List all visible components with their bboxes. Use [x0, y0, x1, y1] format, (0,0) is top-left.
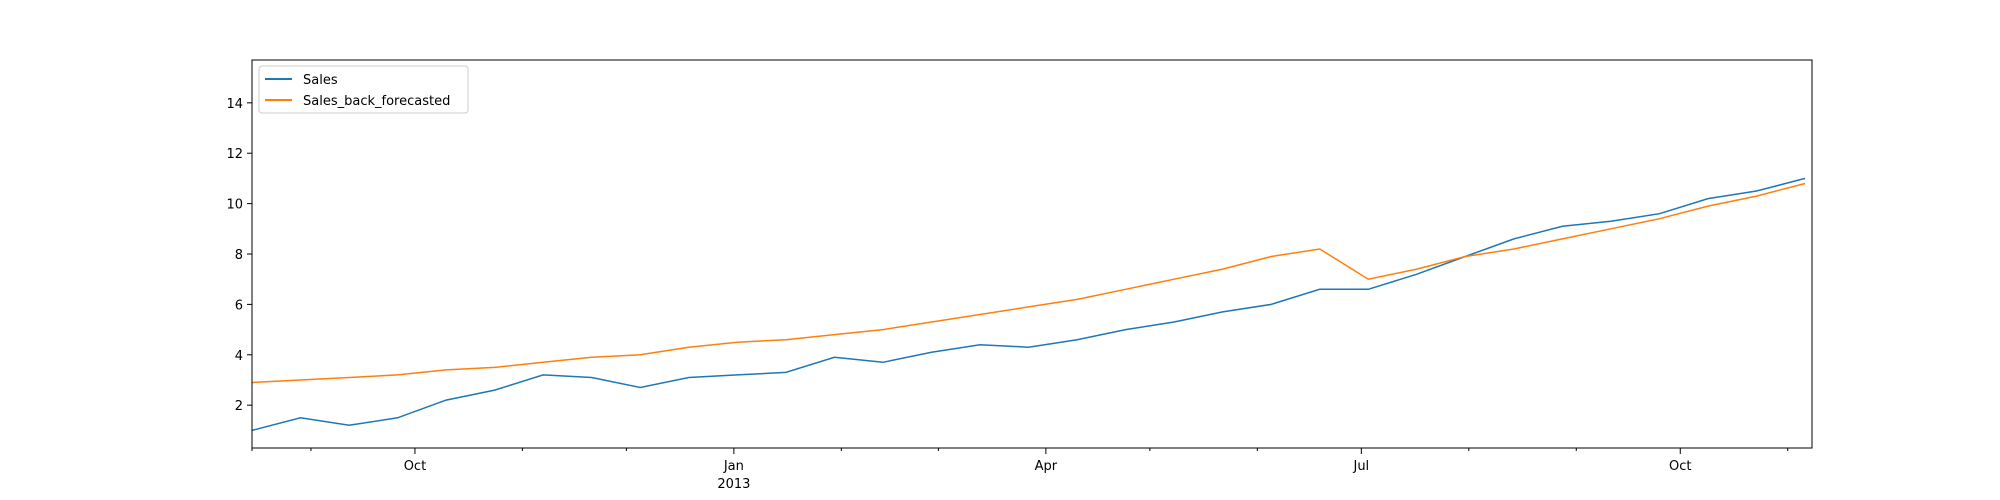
x-tick-label: Jul — [1352, 459, 1369, 474]
y-axis: 2 4 6 8 10 12 14 — [226, 97, 252, 414]
y-tick-label: 12 — [226, 147, 243, 162]
x-tick-label: Jan — [723, 459, 744, 474]
y-tick-label: 10 — [226, 198, 243, 213]
y-tick-label: 6 — [235, 298, 243, 313]
y-tick-label: 2 — [235, 399, 243, 414]
y-tick-label: 14 — [226, 97, 243, 112]
legend-box — [258, 65, 469, 114]
legend-label-sales: Sales — [303, 73, 338, 88]
axes-frame — [251, 59, 1813, 449]
legend-label-sales-back-forecasted: Sales_back_forecasted — [303, 94, 450, 109]
legend: Sales Sales_back_forecasted — [258, 65, 469, 114]
series-line-sales-back-forecasted — [251, 182, 1806, 384]
series-line-sales — [251, 177, 1806, 432]
x-tick-label: Oct — [404, 459, 426, 474]
y-tick-label: 4 — [235, 349, 243, 364]
x-axis: Oct Jan 2013 Apr Jul Oct — [251, 448, 1789, 492]
x-tick-year-label: 2013 — [717, 477, 750, 492]
x-tick-label: Apr — [1035, 459, 1058, 474]
y-tick-label: 8 — [235, 248, 243, 263]
plot-lines — [251, 177, 1806, 432]
x-tick-label: Oct — [1669, 459, 1691, 474]
